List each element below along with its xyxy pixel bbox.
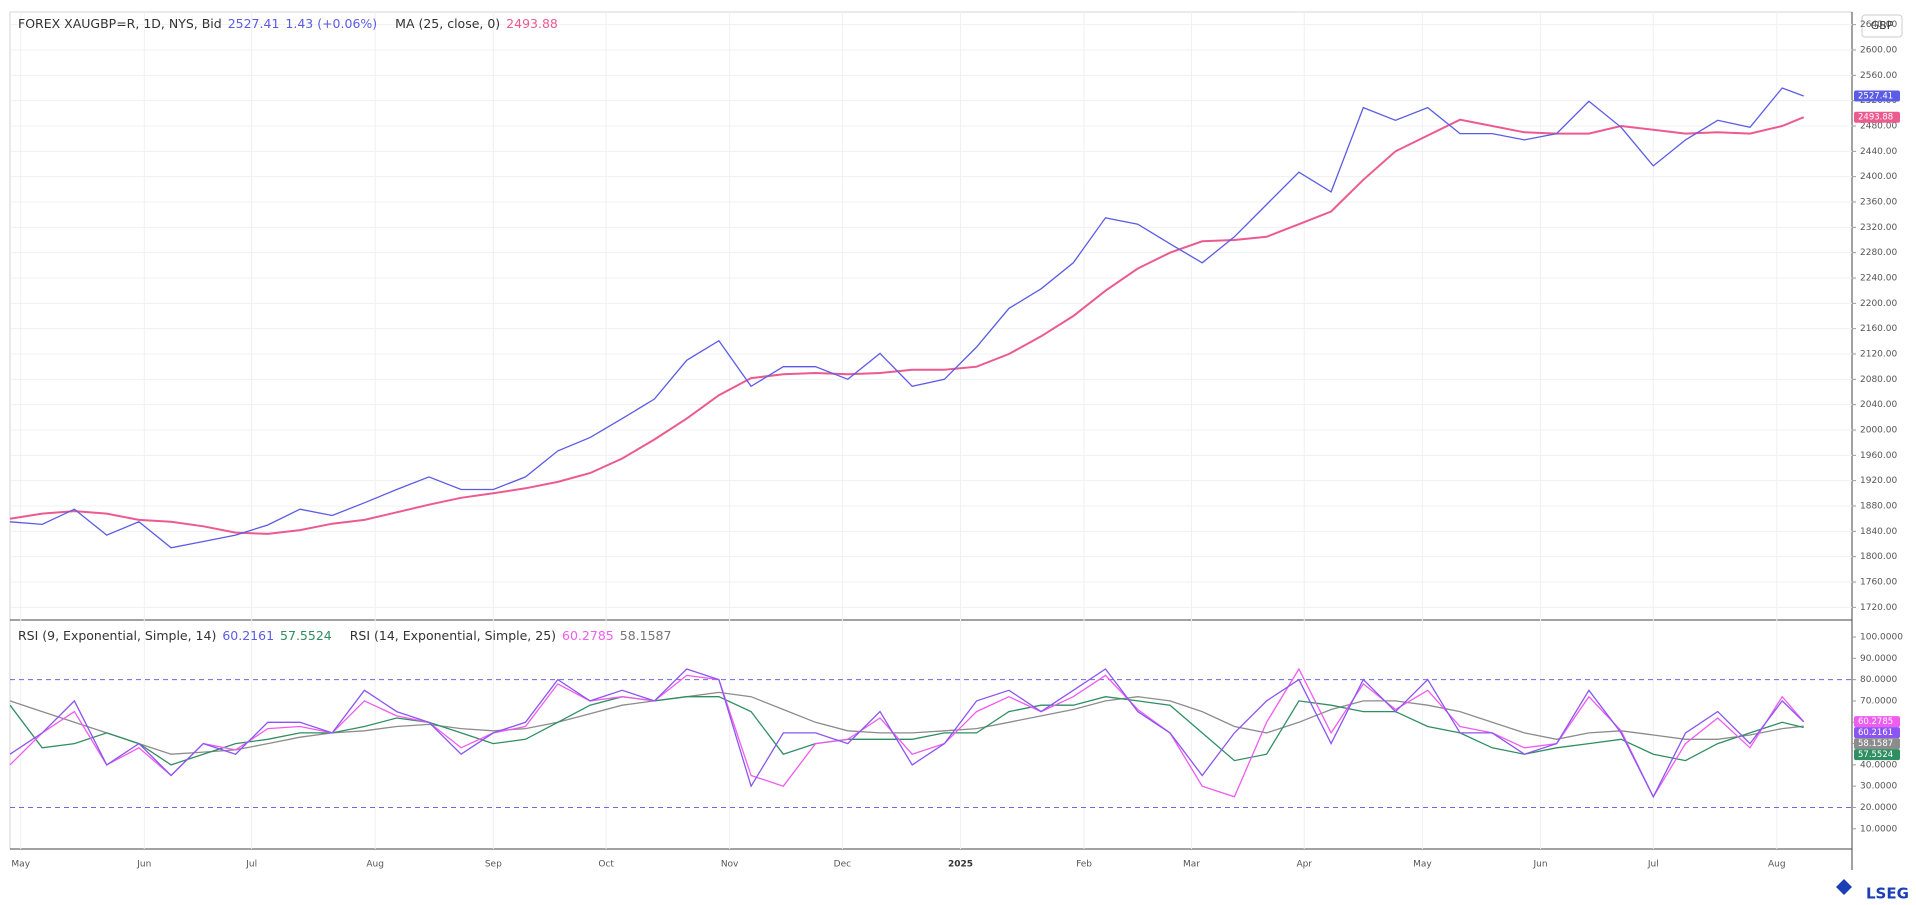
- badge-box: [1854, 749, 1900, 761]
- x-tick-label: Feb: [1076, 860, 1092, 870]
- badge-box: [1854, 111, 1900, 123]
- last-value-badge: 60.2161: [1854, 727, 1900, 739]
- y-tick-label: 2240.00: [1860, 274, 1897, 284]
- badge-label: 58.1587: [1858, 739, 1893, 749]
- series-name: MA (25, close, 0): [395, 16, 501, 31]
- y-tick-label: 100.0000: [1860, 633, 1903, 643]
- y-tick-label: 2000.00: [1860, 426, 1897, 436]
- y-tick-label: 40.0000: [1860, 760, 1897, 770]
- x-tick-label: Jun: [136, 860, 151, 870]
- x-tick-label: Jun: [1532, 860, 1547, 870]
- y-tick-label: 80.0000: [1860, 675, 1897, 685]
- y-tick-label: 2160.00: [1860, 324, 1897, 334]
- last-value: 60.2161: [222, 628, 275, 643]
- y-tick-label: 2280.00: [1860, 248, 1897, 258]
- y-tick-label: 30.0000: [1860, 782, 1897, 792]
- series-line: [9, 116, 1805, 535]
- last-value: 2527.41: [227, 16, 280, 31]
- y-tick-label: 2080.00: [1860, 375, 1897, 385]
- series-name: RSI (9, Exponential, Simple, 14): [18, 628, 217, 643]
- logo: LSEG: [1836, 879, 1909, 903]
- badge-label: 2527.41: [1858, 91, 1893, 101]
- x-tick-label: Jul: [245, 860, 257, 870]
- y-tick-label: 90.0000: [1860, 654, 1897, 664]
- badge-label: 60.2785: [1858, 717, 1893, 727]
- series-line: [9, 696, 1804, 766]
- series-name: RSI (14, Exponential, Simple, 25): [349, 628, 557, 643]
- x-tick-label: Nov: [721, 860, 739, 870]
- currency-box[interactable]: [1861, 14, 1903, 38]
- y-tick-label: 2640.00: [1860, 20, 1897, 30]
- series-line: [9, 87, 1804, 549]
- y-tick-label: 1840.00: [1860, 527, 1897, 537]
- y-tick-label: 1800.00: [1860, 552, 1897, 562]
- badge-box: [1854, 727, 1900, 739]
- currency: GBP: [1871, 19, 1894, 32]
- y-tick-label: 2040.00: [1860, 400, 1897, 410]
- logo-icon: [1836, 879, 1852, 895]
- last-value: 58.1587: [619, 628, 672, 643]
- x-tick-label: May: [11, 860, 30, 870]
- last-value-badge: 58.1587: [1854, 738, 1900, 750]
- badge-box: [1854, 738, 1900, 750]
- x-tick-label: Aug: [1768, 860, 1786, 870]
- badge-label: 57.5524: [1858, 750, 1893, 760]
- series-line: [9, 691, 1804, 755]
- last-value-badge: 57.5524: [1854, 749, 1900, 761]
- x-tick-label: Jul: [1647, 860, 1659, 870]
- y-tick-label: 1880.00: [1860, 502, 1897, 512]
- y-tick-label: 2560.00: [1860, 71, 1897, 81]
- series-line: [9, 668, 1805, 799]
- series-line: [9, 667, 1805, 799]
- y-tick-label: 2200.00: [1860, 299, 1897, 309]
- y-tick-label: 1960.00: [1860, 451, 1897, 461]
- y-tick-label: 2120.00: [1860, 350, 1897, 360]
- y-tick-label: 20.0000: [1860, 803, 1897, 813]
- source: LSEG: [1866, 885, 1909, 903]
- x-tick-label: Apr: [1296, 860, 1312, 870]
- last-value-badge: 2493.88: [1854, 111, 1900, 123]
- last-value-badge: 2527.41: [1854, 90, 1900, 102]
- badge-label: 60.2161: [1858, 728, 1893, 738]
- rsi-legend: RSI (9, Exponential, Simple, 14) 60.2161 5…: [18, 628, 677, 643]
- x-tick-label: Aug: [366, 860, 384, 870]
- y-tick-label: 1720.00: [1860, 603, 1897, 613]
- change: 1.43 (+0.06%): [285, 16, 378, 31]
- y-tick-label: 2600.00: [1860, 46, 1897, 56]
- x-tick-label: Mar: [1183, 860, 1200, 870]
- y-tick-label: 1920.00: [1860, 476, 1897, 486]
- badge-box: [1854, 716, 1900, 728]
- last-value: 60.2785: [562, 628, 614, 643]
- x-tick-label: May: [1413, 860, 1432, 870]
- y-tick-label: 70.0000: [1860, 696, 1897, 706]
- last-value: 2493.88: [506, 16, 558, 31]
- series-name: FOREX XAUGBP=R, 1D, NYS, Bid: [18, 16, 222, 31]
- y-tick-label: 2320.00: [1860, 223, 1897, 233]
- y-tick-label: 2400.00: [1860, 172, 1897, 182]
- last-value: 57.5524: [280, 628, 332, 643]
- y-tick-label: 1760.00: [1860, 578, 1897, 588]
- last-value-badge: 60.2785: [1854, 716, 1900, 728]
- x-tick-label: 2025: [948, 860, 973, 870]
- x-tick-label: Sep: [485, 860, 502, 870]
- x-tick-label: Oct: [598, 860, 614, 870]
- badge-label: 2493.88: [1858, 113, 1893, 123]
- price-legend: FOREX XAUGBP=R, 1D, NYS, Bid 2527.41 1.43 …: [18, 16, 564, 31]
- badge-box: [1854, 90, 1900, 102]
- x-tick-label: Dec: [834, 860, 851, 870]
- y-tick-label: 2480.00: [1860, 122, 1897, 132]
- y-tick-label: 10.0000: [1860, 824, 1897, 834]
- y-tick-label: 2440.00: [1860, 147, 1897, 157]
- y-tick-label: 2360.00: [1860, 198, 1897, 208]
